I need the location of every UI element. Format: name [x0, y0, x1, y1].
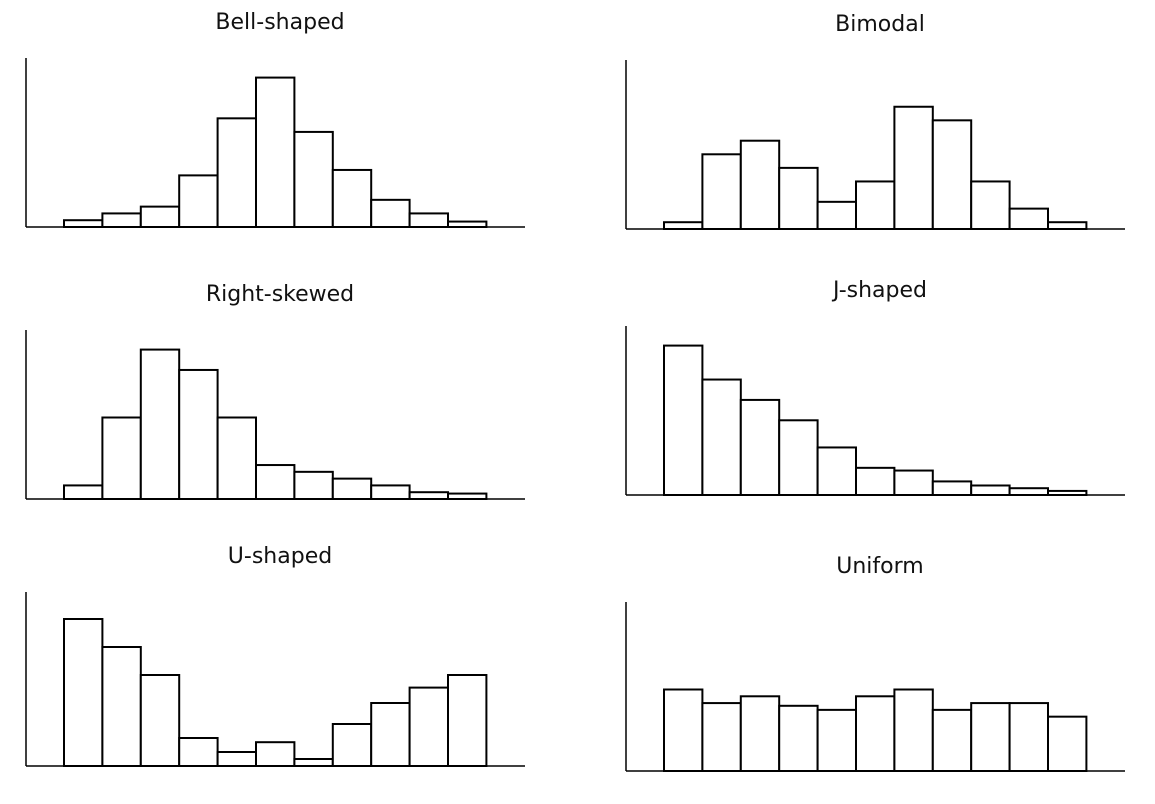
- histogram-bar: [1010, 703, 1048, 771]
- histogram-bimodal: [610, 12, 1150, 237]
- histogram-bar: [179, 370, 217, 499]
- histogram-bar: [1010, 209, 1048, 229]
- histogram-bar: [818, 447, 856, 495]
- histogram-bar: [779, 420, 817, 495]
- histogram-bell-shaped: [10, 10, 550, 235]
- histogram-bar: [256, 742, 294, 766]
- histogram-bar: [856, 181, 894, 229]
- histogram-bar: [102, 213, 140, 227]
- histogram-bar: [141, 675, 179, 766]
- histogram-right-skewed: [10, 282, 550, 507]
- histogram-bar: [333, 479, 371, 499]
- histogram-u-shaped: [10, 544, 550, 779]
- histogram-bar: [741, 141, 779, 229]
- histogram-bar: [1010, 488, 1048, 495]
- histogram-bar: [894, 107, 932, 229]
- histogram-bar: [333, 724, 371, 766]
- histogram-bar: [933, 120, 971, 229]
- chart-panel-uniform: Uniform: [610, 554, 1150, 804]
- histogram-bar: [664, 222, 702, 229]
- histogram-bar: [741, 400, 779, 495]
- histogram-bar: [371, 703, 409, 766]
- histogram-bar: [179, 738, 217, 766]
- chart-panel-bimodal: Bimodal: [610, 12, 1150, 262]
- chart-panel-bell-shaped: Bell-shaped: [10, 10, 550, 260]
- histogram-bar: [64, 619, 102, 766]
- histogram-bar: [818, 202, 856, 229]
- histogram-bar: [256, 78, 294, 227]
- histogram-bar: [179, 175, 217, 227]
- histogram-bar: [1048, 222, 1086, 229]
- histogram-bar: [141, 207, 179, 227]
- histogram-bar: [1048, 717, 1086, 771]
- histogram-bar: [971, 181, 1009, 229]
- histogram-bar: [448, 494, 486, 499]
- histogram-bar: [218, 118, 256, 227]
- histogram-bar: [294, 759, 332, 766]
- histogram-bar: [779, 706, 817, 771]
- histogram-bar: [664, 346, 702, 495]
- histogram-bar: [410, 213, 448, 227]
- histogram-bar: [933, 710, 971, 771]
- histogram-bar: [141, 350, 179, 499]
- histogram-bar: [894, 690, 932, 772]
- histogram-bar: [410, 492, 448, 499]
- histogram-bar: [818, 710, 856, 771]
- histogram-bar: [856, 696, 894, 771]
- histogram-bar: [64, 485, 102, 499]
- histogram-bar: [294, 132, 332, 227]
- histogram-bar: [702, 154, 740, 229]
- chart-panel-u-shaped: U-shaped: [10, 544, 550, 794]
- histogram-bar: [333, 170, 371, 227]
- histogram-bar: [741, 696, 779, 771]
- histogram-bar: [294, 472, 332, 499]
- histogram-bar: [702, 380, 740, 495]
- histogram-bar: [971, 703, 1009, 771]
- histogram-bar: [102, 647, 140, 766]
- histogram-bar: [256, 465, 294, 499]
- histogram-bar: [933, 481, 971, 495]
- histogram-bar: [371, 200, 409, 227]
- histogram-bar: [702, 703, 740, 771]
- histogram-bar: [64, 220, 102, 227]
- histogram-uniform: [610, 554, 1150, 779]
- histogram-bar: [779, 168, 817, 229]
- histogram-bar: [371, 485, 409, 499]
- histogram-bar: [102, 418, 140, 500]
- histogram-j-shaped: [610, 278, 1150, 503]
- histogram-bar: [664, 690, 702, 772]
- chart-panel-j-shaped: J-shaped: [610, 278, 1150, 528]
- histogram-bar: [856, 468, 894, 495]
- histogram-bar: [448, 222, 486, 227]
- histogram-bar: [1048, 491, 1086, 495]
- histogram-bar: [894, 471, 932, 495]
- histogram-bar: [448, 675, 486, 766]
- histogram-bar: [218, 752, 256, 766]
- histogram-bar: [218, 418, 256, 500]
- histogram-bar: [971, 485, 1009, 495]
- histogram-bar: [410, 688, 448, 766]
- chart-panel-right-skewed: Right-skewed: [10, 282, 550, 532]
